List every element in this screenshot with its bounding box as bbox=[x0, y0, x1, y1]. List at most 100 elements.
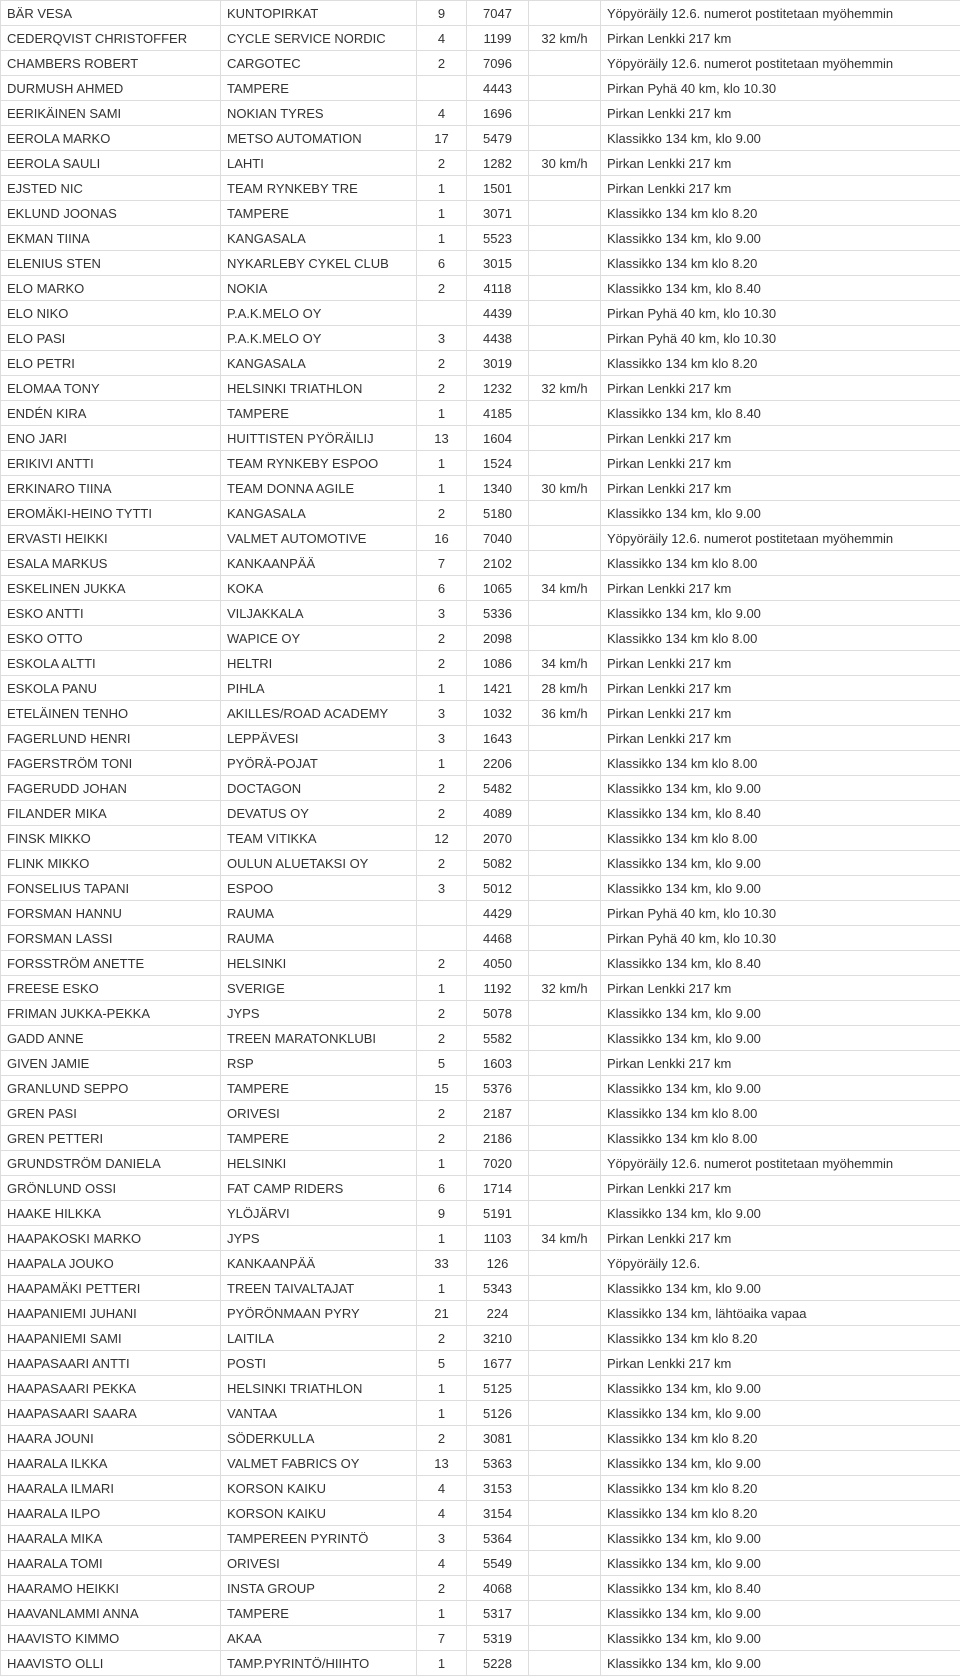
speed-cell bbox=[529, 301, 601, 326]
bib-cell: 1282 bbox=[467, 151, 529, 176]
team-cell: P.A.K.MELO OY bbox=[221, 326, 417, 351]
speed-cell bbox=[529, 1201, 601, 1226]
count-cell: 6 bbox=[417, 576, 467, 601]
name-cell: FAGERSTRÖM TONI bbox=[1, 751, 221, 776]
count-cell: 2 bbox=[417, 651, 467, 676]
team-cell: TEAM RYNKEBY TRE bbox=[221, 176, 417, 201]
bib-cell: 3015 bbox=[467, 251, 529, 276]
table-row: HAARALA ILPOKORSON KAIKU43154Klassikko 1… bbox=[1, 1501, 960, 1526]
bib-cell: 1192 bbox=[467, 976, 529, 1001]
name-cell: ERKINARO TIINA bbox=[1, 476, 221, 501]
count-cell: 3 bbox=[417, 726, 467, 751]
table-row: GREN PASIORIVESI22187Klassikko 134 km kl… bbox=[1, 1101, 960, 1126]
count-cell: 2 bbox=[417, 376, 467, 401]
name-cell: HAAVISTO KIMMO bbox=[1, 1626, 221, 1651]
speed-cell bbox=[529, 1426, 601, 1451]
team-cell: YLÖJÄRVI bbox=[221, 1201, 417, 1226]
team-cell: LAHTI bbox=[221, 151, 417, 176]
event-cell: Pirkan Lenkki 217 km bbox=[601, 976, 960, 1001]
name-cell: ELO PASI bbox=[1, 326, 221, 351]
event-cell: Pirkan Lenkki 217 km bbox=[601, 651, 960, 676]
event-cell: Klassikko 134 km, klo 8.40 bbox=[601, 951, 960, 976]
bib-cell: 2070 bbox=[467, 826, 529, 851]
name-cell: FRIMAN JUKKA-PEKKA bbox=[1, 1001, 221, 1026]
event-cell: Pirkan Pyhä 40 km, klo 10.30 bbox=[601, 76, 960, 101]
table-row: FREESE ESKOSVERIGE1119232 km/hPirkan Len… bbox=[1, 976, 960, 1001]
event-cell: Klassikko 134 km, klo 9.00 bbox=[601, 226, 960, 251]
count-cell: 7 bbox=[417, 1626, 467, 1651]
bib-cell: 1677 bbox=[467, 1351, 529, 1376]
bib-cell: 1340 bbox=[467, 476, 529, 501]
name-cell: EEROLA MARKO bbox=[1, 126, 221, 151]
count-cell: 2 bbox=[417, 1001, 467, 1026]
speed-cell bbox=[529, 126, 601, 151]
event-cell: Pirkan Lenkki 217 km bbox=[601, 451, 960, 476]
event-cell: Klassikko 134 km, klo 9.00 bbox=[601, 126, 960, 151]
speed-cell bbox=[529, 1126, 601, 1151]
name-cell: EJSTED NIC bbox=[1, 176, 221, 201]
speed-cell bbox=[529, 101, 601, 126]
count-cell: 2 bbox=[417, 51, 467, 76]
table-row: ESKO ANTTIVILJAKKALA35336Klassikko 134 k… bbox=[1, 601, 960, 626]
speed-cell bbox=[529, 1, 601, 26]
event-cell: Pirkan Lenkki 217 km bbox=[601, 176, 960, 201]
count-cell: 2 bbox=[417, 776, 467, 801]
name-cell: GREN PASI bbox=[1, 1101, 221, 1126]
speed-cell bbox=[529, 76, 601, 101]
name-cell: DURMUSH AHMED bbox=[1, 76, 221, 101]
count-cell: 16 bbox=[417, 526, 467, 551]
name-cell: HAAPAMÄKI PETTERI bbox=[1, 1276, 221, 1301]
team-cell: TEAM RYNKEBY ESPOO bbox=[221, 451, 417, 476]
name-cell: FORSSTRÖM ANETTE bbox=[1, 951, 221, 976]
team-cell: METSO AUTOMATION bbox=[221, 126, 417, 151]
count-cell: 1 bbox=[417, 226, 467, 251]
speed-cell bbox=[529, 1326, 601, 1351]
table-row: ELO PETRIKANGASALA23019Klassikko 134 km … bbox=[1, 351, 960, 376]
bib-cell: 4443 bbox=[467, 76, 529, 101]
count-cell: 1 bbox=[417, 1401, 467, 1426]
event-cell: Yöpyöräily 12.6. numerot postitetaan myö… bbox=[601, 526, 960, 551]
table-row: HAAPAMÄKI PETTERITREEN TAIVALTAJAT15343K… bbox=[1, 1276, 960, 1301]
speed-cell bbox=[529, 851, 601, 876]
bib-cell: 4118 bbox=[467, 276, 529, 301]
team-cell: LEPPÄVESI bbox=[221, 726, 417, 751]
table-row: HAAVISTO OLLITAMP.PYRINTÖ/HIIHTO15228Kla… bbox=[1, 1651, 960, 1676]
count-cell: 2 bbox=[417, 1326, 467, 1351]
event-cell: Klassikko 134 km, klo 9.00 bbox=[601, 1401, 960, 1426]
speed-cell bbox=[529, 1276, 601, 1301]
event-cell: Klassikko 134 km, klo 9.00 bbox=[601, 1451, 960, 1476]
speed-cell bbox=[529, 501, 601, 526]
speed-cell: 32 km/h bbox=[529, 376, 601, 401]
event-cell: Klassikko 134 km klo 8.00 bbox=[601, 551, 960, 576]
speed-cell bbox=[529, 1251, 601, 1276]
name-cell: HAARALA ILKKA bbox=[1, 1451, 221, 1476]
table-row: HAAKE HILKKAYLÖJÄRVI95191Klassikko 134 k… bbox=[1, 1201, 960, 1226]
team-cell: KUNTOPIRKAT bbox=[221, 1, 417, 26]
team-cell: HELSINKI bbox=[221, 951, 417, 976]
bib-cell: 1714 bbox=[467, 1176, 529, 1201]
name-cell: HAARAMO HEIKKI bbox=[1, 1576, 221, 1601]
event-cell: Pirkan Lenkki 217 km bbox=[601, 1351, 960, 1376]
bib-cell: 3154 bbox=[467, 1501, 529, 1526]
count-cell: 2 bbox=[417, 351, 467, 376]
speed-cell bbox=[529, 1026, 601, 1051]
event-cell: Pirkan Pyhä 40 km, klo 10.30 bbox=[601, 326, 960, 351]
table-row: HAAPASAARI SAARAVANTAA15126Klassikko 134… bbox=[1, 1401, 960, 1426]
speed-cell: 32 km/h bbox=[529, 976, 601, 1001]
team-cell: KORSON KAIKU bbox=[221, 1501, 417, 1526]
team-cell: OULUN ALUETAKSI OY bbox=[221, 851, 417, 876]
table-row: HAAPANIEMI JUHANIPYÖRÖNMAAN PYRY21224Kla… bbox=[1, 1301, 960, 1326]
team-cell: TAMPERE bbox=[221, 1126, 417, 1151]
team-cell: HELSINKI TRIATHLON bbox=[221, 376, 417, 401]
team-cell: RSP bbox=[221, 1051, 417, 1076]
team-cell: TAMPERE bbox=[221, 201, 417, 226]
count-cell: 3 bbox=[417, 701, 467, 726]
name-cell: EKLUND JOONAS bbox=[1, 201, 221, 226]
table-row: GRÖNLUND OSSIFAT CAMP RIDERS61714Pirkan … bbox=[1, 1176, 960, 1201]
event-cell: Klassikko 134 km klo 8.00 bbox=[601, 751, 960, 776]
speed-cell bbox=[529, 1501, 601, 1526]
event-cell: Yöpyöräily 12.6. numerot postitetaan myö… bbox=[601, 51, 960, 76]
count-cell: 3 bbox=[417, 326, 467, 351]
event-cell: Pirkan Lenkki 217 km bbox=[601, 676, 960, 701]
team-cell: KANKAANPÄÄ bbox=[221, 551, 417, 576]
